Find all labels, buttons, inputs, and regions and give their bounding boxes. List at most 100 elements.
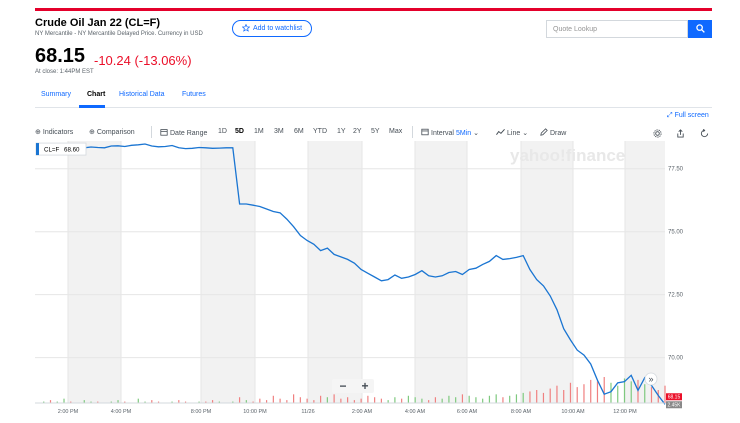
volume-bar (259, 398, 261, 403)
calendar-icon (160, 128, 168, 138)
volume-bar (347, 397, 349, 403)
interval-selector[interactable]: Interval 5Min ⌄ (421, 128, 479, 138)
volume-bar (475, 397, 477, 403)
series-color-swatch (36, 143, 39, 156)
chevron-double-right-icon: » (648, 374, 653, 384)
volume-bar (650, 387, 653, 403)
volume-bar (617, 385, 619, 403)
volume-bar (515, 394, 518, 403)
volume-bar (374, 397, 376, 403)
volume-bar (664, 385, 666, 403)
volume-bar (157, 401, 160, 403)
volume-bar (590, 379, 592, 403)
volume-bar (90, 401, 92, 403)
line-label: Line (507, 129, 521, 137)
draw-button[interactable]: Draw (540, 128, 566, 138)
zoom-in-button[interactable]: + (361, 379, 368, 393)
volume-bar (603, 377, 605, 403)
volume-bar (428, 400, 430, 403)
toolbar-divider (151, 126, 152, 138)
volume-bar (401, 398, 403, 403)
comparison-button[interactable]: ⊕ Comparison (89, 128, 135, 137)
volume-bar (265, 400, 268, 403)
volume-bar (367, 395, 369, 403)
range-5y[interactable]: 5Y (371, 128, 380, 135)
zoom-out-button[interactable]: − (339, 379, 346, 393)
volume-bar (333, 394, 335, 403)
scroll-right-button[interactable] (644, 372, 658, 386)
volume-bar (536, 390, 538, 403)
volume-bar (441, 398, 443, 403)
x-tick-label: 8:00 AM (511, 409, 532, 415)
star-icon (241, 23, 251, 34)
range-ytd[interactable]: YTD (313, 128, 327, 135)
volume-bar (434, 397, 437, 403)
close-time: At close: 1:44PM EST (35, 69, 94, 75)
range-1d[interactable]: 1D (218, 128, 227, 135)
indicators-label: Indicators (42, 128, 74, 136)
add-to-watchlist-button[interactable]: Add to watchlist (232, 20, 312, 37)
yahoo-finance-watermark: yahoo!finance (510, 146, 625, 165)
x-tick-label: 4:00 AM (405, 409, 426, 415)
line-type-selector[interactable]: Line ⌄ (496, 128, 528, 138)
tab-chart[interactable]: Chart (87, 91, 106, 98)
volume-bar (563, 390, 565, 403)
full-screen-button[interactable]: ⤢ Full screen (667, 112, 709, 120)
x-tick-label: 10:00 AM (561, 409, 585, 415)
range-1y[interactable]: 1Y (337, 128, 346, 135)
volume-bar (495, 394, 497, 403)
volume-bar (522, 392, 524, 403)
zoom-controls (332, 379, 374, 393)
volume-bar (326, 397, 328, 403)
volume-bar (610, 382, 612, 403)
date-range-button[interactable]: Date Range (160, 128, 207, 138)
volume-bar (461, 394, 464, 403)
plus-circle-icon: ⊕ (35, 129, 41, 136)
indicators-button[interactable]: ⊕ Indicators (35, 128, 74, 137)
range-6m[interactable]: 6M (294, 128, 304, 135)
range-max[interactable]: Max (389, 128, 403, 135)
volume-bar (252, 401, 254, 403)
chevron-down-icon: ⌄ (473, 130, 480, 137)
volume-bar (320, 395, 322, 403)
y-tick-label: 77.50 (668, 167, 684, 173)
draw-label: Draw (550, 129, 567, 137)
volume-bar (110, 401, 112, 403)
interval-value: 5Min (455, 129, 472, 137)
reset-icon[interactable] (698, 127, 710, 139)
range-2y[interactable]: 2Y (353, 128, 362, 135)
active-tab-indicator (79, 105, 105, 108)
volume-bar (394, 397, 396, 403)
settings-icon[interactable] (651, 127, 663, 139)
range-3m[interactable]: 3M (274, 128, 284, 135)
comparison-label: Comparison (96, 128, 135, 136)
volume-bar (286, 400, 288, 403)
tab-futures[interactable]: Futures (182, 91, 206, 98)
volume-bar (556, 385, 558, 403)
volume-badge-label: 2.45K (667, 402, 681, 408)
volume-bar (596, 381, 599, 403)
plus-circle-icon: ⊕ (89, 129, 95, 136)
price-chart[interactable]: 77.50 75.00 72.50 70.00 yahoo!finance 2:00 PM… (35, 141, 712, 423)
volume-bar (49, 400, 52, 403)
price-chart-svg[interactable]: 77.50 75.00 72.50 70.00 yahoo!finance 2:00 PM… (35, 141, 712, 423)
tab-historical-data[interactable]: Historical Data (119, 91, 165, 98)
interval-label: Interval (431, 129, 454, 137)
volume-bar (198, 401, 200, 403)
x-tick-label: 12:00 PM (613, 409, 637, 415)
volume-bar (380, 398, 382, 403)
volume-bar (151, 400, 153, 403)
volume-bar (272, 395, 274, 403)
volume-bar (387, 400, 389, 403)
share-icon[interactable] (674, 127, 686, 139)
range-1m[interactable]: 1M (254, 128, 264, 135)
volume-bar (43, 401, 45, 403)
volume-bar (117, 400, 119, 403)
search-button[interactable] (688, 20, 712, 38)
volume-bar (482, 398, 484, 403)
range-5d[interactable]: 5D (235, 128, 244, 135)
volume-bar (63, 398, 65, 403)
tab-summary[interactable]: Summary (41, 91, 71, 98)
volume-bar (360, 398, 362, 403)
quote-lookup-input[interactable]: Quote Lookup (546, 20, 688, 38)
